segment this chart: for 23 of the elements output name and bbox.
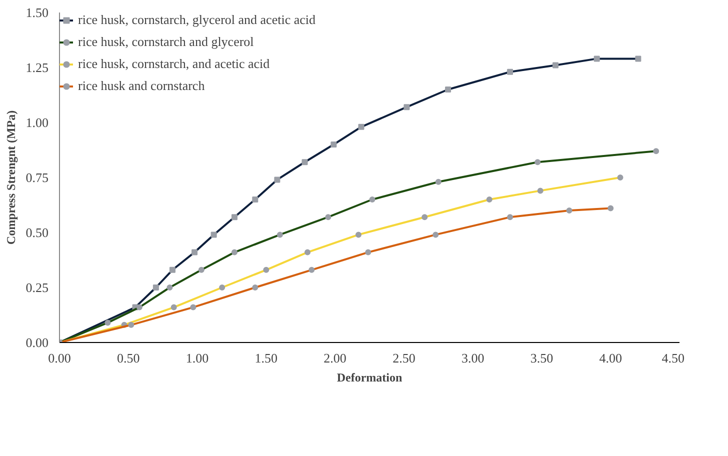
legend-label: rice husk, cornstarch, glycerol and acetic acid: [78, 12, 316, 28]
legend-label: rice husk and cornstarch: [78, 78, 205, 94]
x-tick-label: 4.00: [599, 350, 622, 366]
x-axis-title: Deformation: [336, 370, 402, 384]
y-tick-label: 1.50: [26, 5, 48, 20]
x-tick-label: 0.00: [48, 350, 71, 366]
x-tick-label: 1.50: [254, 350, 278, 366]
y-tick-label: 0.00: [26, 335, 48, 350]
x-tick-label: 3.50: [530, 350, 554, 366]
x-tick-label: 2.50: [392, 350, 416, 366]
y-axis-title: Compress Strengnt (MPa): [4, 110, 18, 245]
legend-label: rice husk, cornstarch and glycerol: [78, 34, 254, 50]
y-tick-label: 1.25: [26, 60, 48, 75]
x-tick-label: 1.00: [186, 350, 209, 366]
y-tick-label: 0.50: [26, 225, 48, 240]
legend-label: rice husk, cornstarch, and acetic acid: [78, 56, 270, 72]
y-tick-label: 0.25: [26, 280, 48, 295]
x-tick-label: 3.00: [461, 350, 484, 366]
x-tick-label: 0.50: [117, 350, 140, 366]
y-tick-label: 1.00: [26, 115, 48, 130]
x-tick-label: 4.50: [662, 350, 684, 366]
x-tick-label: 2.00: [324, 350, 346, 366]
y-tick-label: 0.75: [26, 170, 48, 185]
